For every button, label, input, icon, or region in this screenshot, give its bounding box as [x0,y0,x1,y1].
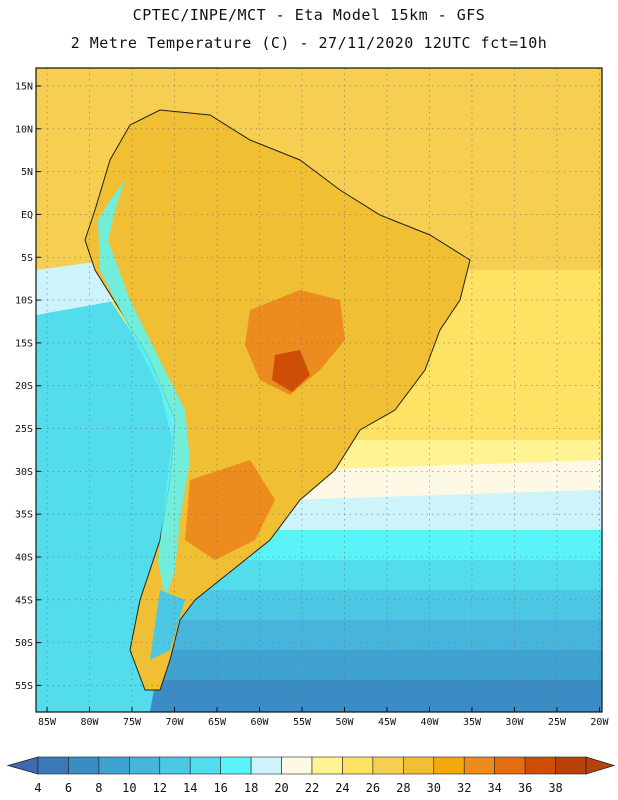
colorbar-swatch [555,756,587,775]
colorbar-high-arrow [585,756,616,775]
lat-label: 50S [15,638,33,649]
ocean-mild-band [300,460,602,500]
hottest-spot [272,350,310,392]
longitude-labels: 85W 80W 75W 70W 65W 60W 55W 50W 45W 40W 35W 30W 25W 2… [38,707,609,728]
lat-label: 5N [21,167,33,178]
colorbar-label: 16 [213,781,227,795]
graticule [36,68,602,712]
colorbar-swatch [524,756,556,775]
hot-core-central-brazil [245,290,345,395]
lat-label: 15S [15,338,33,349]
andes-cold-strip [98,180,190,600]
colorbar-swatch [463,756,495,775]
colorbar-swatch [189,756,221,775]
lon-label: 60W [250,717,269,728]
lon-label: 55W [293,717,312,728]
colorbar-label: 14 [183,781,197,795]
colorbar-swatch [220,756,252,775]
map-frame [35,67,603,713]
colorbar-label: 6 [65,781,72,795]
colorbar-swatch [494,756,526,775]
colorbar-label: 32 [457,781,471,795]
colorbar-swatch [372,756,404,775]
lat-label: EQ [21,210,33,221]
hot-core-argentina [185,460,275,560]
colorbar-swatch [311,756,343,775]
latitude-labels: 15N 10N 5N EQ 5S 10S 15S 20S 25S 30S 35S 40S 45S 50S 5… [15,81,41,692]
lon-label: 80W [81,717,100,728]
colorbar-swatch [37,756,69,775]
lat-label: 30S [15,467,33,478]
lat-label: 45S [15,595,33,606]
colorbar-label: 24 [335,781,349,795]
map-field [36,68,602,712]
colorbar-label: 28 [396,781,410,795]
lon-label: 45W [378,717,397,728]
colorbar-swatch [129,756,161,775]
lon-label: 40W [420,717,439,728]
patagonia-cold [150,590,185,660]
lat-label: 25S [15,424,33,435]
map-title-line2: 2 Metre Temperature (C) - 27/11/2020 12U… [70,34,548,52]
colorbar-swatch [159,756,191,775]
colorbar-label: 8 [95,781,102,795]
lon-label: 70W [165,717,184,728]
colorbar-label: 26 [366,781,380,795]
colorbar-label: 36 [518,781,532,795]
colorbar-label: 18 [244,781,258,795]
lon-label: 35W [463,717,482,728]
lon-label: 30W [505,717,524,728]
colorbar-label: 12 [153,781,167,795]
lon-label: 20W [590,717,609,728]
colorbar-label: 30 [427,781,441,795]
colorbar-swatch [281,756,313,775]
lat-label: 10N [15,124,33,135]
lat-label: 35S [15,510,33,521]
lon-label: 75W [123,717,142,728]
colorbar: 4 6 8 10 12 14 16 18 20 22 24 26 28 30 32 34 36 38 [6,756,616,795]
lon-label: 50W [335,717,354,728]
lon-label: 25W [548,717,567,728]
lat-label: 55S [15,681,33,692]
lat-label: 40S [15,552,33,563]
colorbar-label: 38 [548,781,562,795]
lat-label: 15N [15,81,33,92]
colorbar-label: 4 [34,781,41,795]
lon-label: 65W [208,717,227,728]
colorbar-label: 34 [487,781,501,795]
lat-label: 5S [21,253,33,264]
lon-label: 85W [38,717,57,728]
colorbar-label: 22 [305,781,319,795]
colorbar-swatch [433,756,465,775]
lat-label: 10S [15,296,33,307]
colorbar-low-arrow [6,756,39,775]
colorbar-swatch [68,756,100,775]
colorbar-swatch [403,756,435,775]
colorbar-label: 20 [274,781,288,795]
lat-label: 20S [15,381,33,392]
colorbar-label: 10 [122,781,136,795]
colorbar-swatch [250,756,282,775]
colorbar-swatch [98,756,130,775]
map-title-line1: CPTEC/INPE/MCT - Eta Model 15km - GFS [132,6,486,24]
colorbar-swatch [342,756,374,775]
